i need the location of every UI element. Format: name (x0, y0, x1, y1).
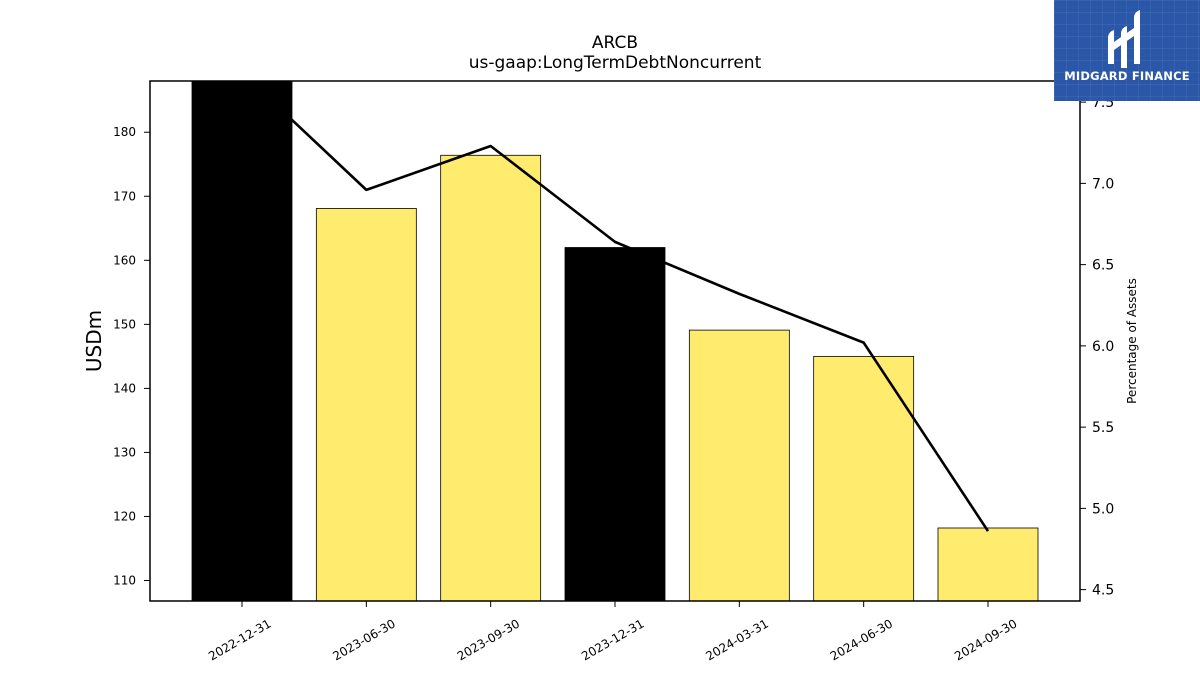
y-right-tick-label: 7.0 (1092, 176, 1114, 192)
chart-subtitle: us-gaap:LongTermDebtNoncurrent (469, 53, 762, 73)
chart-title: ARCB (592, 33, 638, 53)
y-right-tick-label: 6.5 (1092, 258, 1114, 274)
bar-2023-09-30 (440, 154, 542, 601)
bar-series (191, 81, 1039, 601)
line-series (248, 81, 990, 532)
bar-2024-03-31 (688, 329, 790, 601)
x-tick-label: 2023-09-30 (455, 616, 522, 663)
y-tick-label: 160 (113, 253, 136, 267)
y-tick-label: 140 (113, 381, 136, 395)
x-tick-label: 2023-06-30 (330, 616, 397, 663)
y-axis-left: 110 120 130 140 150 160 170 180 (113, 125, 150, 588)
y-axis-right-label: Percentage of Assets (1125, 278, 1139, 404)
x-tick-label: 2024-09-30 (952, 616, 1019, 663)
brand-name: MIDGARD FINANCE (1064, 69, 1190, 83)
x-tick-label: 2024-06-30 (828, 616, 895, 663)
y-tick-label: 170 (113, 189, 136, 203)
bar-2024-09-30 (937, 527, 1039, 601)
y-tick-label: 120 (113, 509, 136, 523)
logo-mark-icon (1108, 10, 1140, 68)
y-right-tick-label: 5.0 (1092, 501, 1114, 517)
y-axis-right: 4.55.05.56.06.57.07.5 (1080, 95, 1114, 599)
y-tick-label: 110 (113, 574, 136, 588)
y-right-tick-label: 6.0 (1092, 339, 1114, 355)
bar-2024-06-30 (813, 355, 915, 601)
bar-2022-12-31 (191, 81, 293, 601)
y-right-tick-label: 5.5 (1092, 420, 1114, 436)
y-tick-label: 150 (113, 317, 136, 331)
y-tick-label: 130 (113, 445, 136, 459)
x-tick-label: 2024-03-31 (703, 616, 770, 663)
bar-2023-12-31 (564, 247, 666, 601)
x-tick-label: 2023-12-31 (579, 616, 646, 663)
y-tick-label: 180 (113, 125, 136, 139)
y-right-tick-label: 4.5 (1092, 583, 1114, 599)
brand-logo: MIDGARD FINANCE (1054, 0, 1200, 101)
y-axis-label: USDm (82, 310, 106, 372)
bar-2023-06-30 (315, 208, 417, 601)
x-tick-label: 2022-12-31 (206, 616, 273, 663)
x-axis: 2022-12-31 2023-06-30 2023-09-30 2023-12-31… (206, 601, 1020, 663)
